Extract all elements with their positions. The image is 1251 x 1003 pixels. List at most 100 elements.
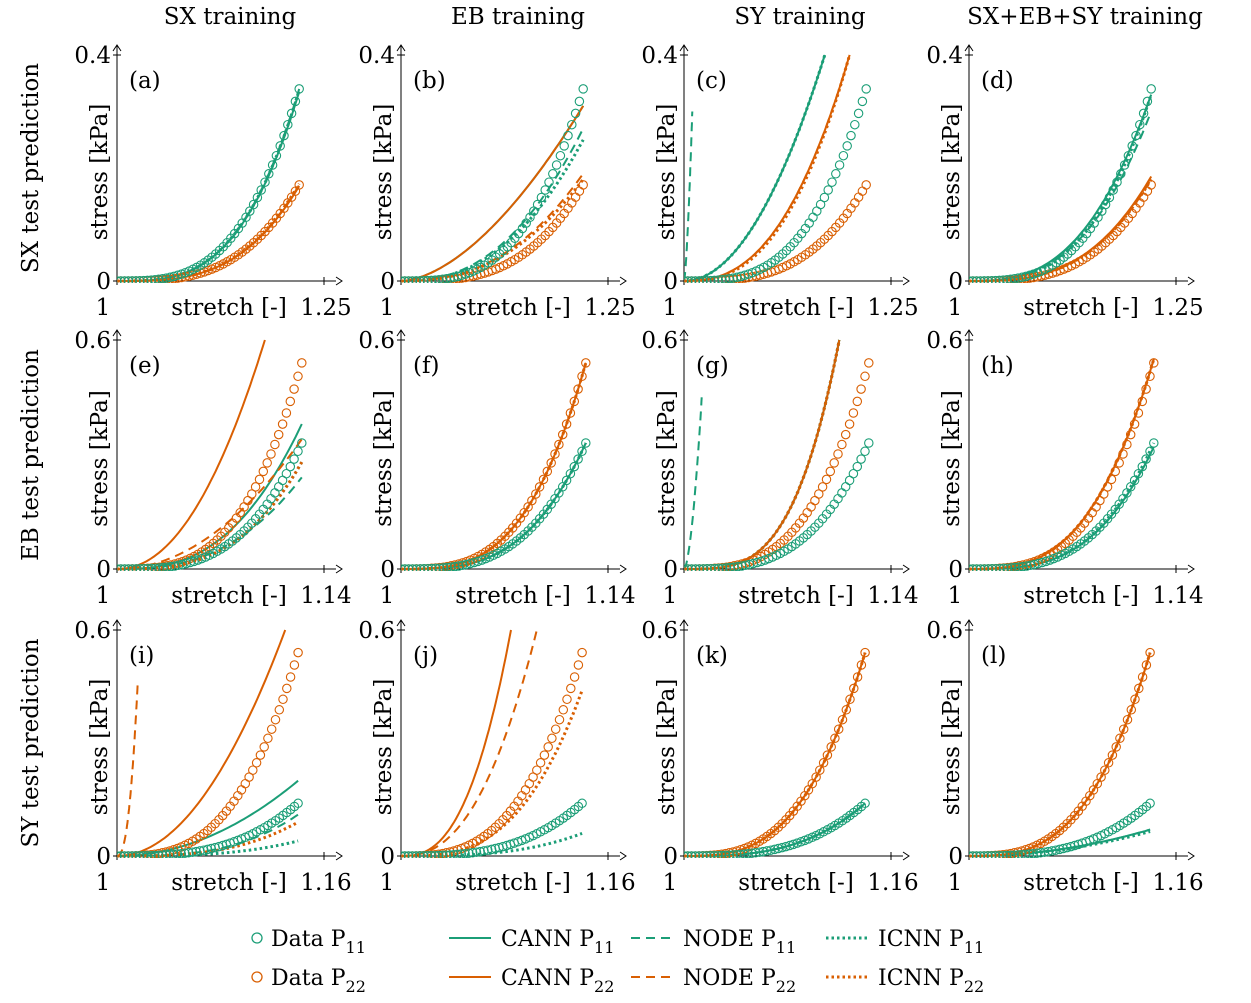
- y-axis-label: stress [kPa]: [371, 104, 397, 241]
- x-tick-label: 1.25: [584, 295, 635, 321]
- data-p11-point: [686, 564, 697, 571]
- data-p11-point: [139, 563, 149, 571]
- data-p11-point: [686, 276, 697, 283]
- data-p11-point: [1135, 119, 1145, 130]
- curves: [117, 629, 303, 858]
- data-p22-point: [297, 358, 307, 368]
- curves: [117, 339, 307, 571]
- data-p11-point: [969, 564, 978, 571]
- data-p11-point: [555, 150, 566, 161]
- data-p11-point: [690, 564, 701, 571]
- data-p11-point: [975, 564, 986, 571]
- data-p11-point: [853, 108, 864, 119]
- panel-letter: (i): [129, 643, 154, 669]
- data-p11-point: [426, 275, 437, 283]
- y-axis-label: stress [kPa]: [87, 104, 113, 241]
- x-axis-arrow: [619, 564, 627, 574]
- data-p22-point: [289, 660, 300, 670]
- data-p11-point: [1006, 563, 1017, 571]
- x-axis-label: stretch [-]: [455, 583, 571, 609]
- x-tick-label: 1: [663, 583, 678, 609]
- data-p11-point: [1116, 169, 1126, 179]
- data-p11-point: [401, 851, 406, 858]
- data-p11-point: [1032, 848, 1042, 858]
- panel-l: 0.6 01 1.16 stretch [-] stress [kPa] (l): [926, 618, 1203, 896]
- data-p11-point: [430, 563, 441, 571]
- x-tick-label: 1.25: [1152, 295, 1203, 321]
- data-p22-point: [534, 482, 545, 492]
- x-tick-label: 1.25: [867, 295, 918, 321]
- data-p22-point: [282, 683, 292, 694]
- data-p22-point: [250, 482, 261, 492]
- data-p11-point: [187, 847, 198, 857]
- data-p11-point: [975, 851, 986, 858]
- data-p11-point: [971, 851, 982, 858]
- data-p11-point: [684, 851, 693, 858]
- data-p22-point: [255, 750, 266, 760]
- data-p11-point: [551, 160, 562, 170]
- data-p11-point: [271, 150, 282, 161]
- data-p11-point: [143, 563, 153, 571]
- data-p11-point: [467, 847, 478, 858]
- y-axis-arrow: [396, 619, 406, 627]
- data-p22-point: [1133, 408, 1144, 418]
- x-axis-label: stretch [-]: [1023, 295, 1139, 321]
- data-p11-point: [1039, 847, 1050, 857]
- data-p11-point: [975, 276, 986, 283]
- x-tick-label: 1.14: [584, 583, 635, 609]
- x-axis-arrow: [335, 564, 343, 574]
- data-p11-point: [684, 276, 689, 283]
- data-p11-point: [117, 851, 126, 858]
- panel-letter: (k): [696, 643, 728, 669]
- data-p11-point: [146, 850, 156, 858]
- data-p11-point: [146, 563, 157, 571]
- x-axis-arrow: [902, 564, 910, 574]
- data-p11-point: [578, 84, 588, 94]
- data-p11-point: [471, 847, 482, 857]
- panel-letter: (j): [413, 643, 438, 669]
- panel-d: 0.4 01 1.25 stretch [-] stress [kPa] (d): [926, 43, 1203, 321]
- icnn-p22-line: [684, 54, 852, 283]
- data-p11-point: [1133, 468, 1144, 479]
- data-p11-point: [1137, 461, 1148, 472]
- data-p11-point: [979, 851, 989, 858]
- data-p11-point: [157, 850, 168, 858]
- data-p22-point: [550, 724, 561, 734]
- data-p11-point: [445, 850, 455, 858]
- data-p11-point: [286, 108, 297, 119]
- x-axis-label: stretch [-]: [738, 870, 854, 896]
- panel-g: 0.6 01 1.14 stretch [-] stress [kPa] (g): [641, 328, 918, 609]
- data-p11-point: [153, 274, 164, 283]
- data-p11-point: [1001, 850, 1012, 858]
- data-p22-point: [1114, 458, 1124, 468]
- data-p11-point: [438, 563, 449, 571]
- column-title: SY training: [734, 4, 866, 30]
- data-p11-point: [149, 850, 160, 858]
- data-p11-point: [195, 846, 205, 856]
- y-tick-label: 0.4: [358, 43, 395, 69]
- legend-label: Data P11: [271, 927, 366, 957]
- data-p11-point: [441, 273, 452, 283]
- data-p11-point: [969, 851, 978, 858]
- x-axis-arrow: [1187, 851, 1195, 861]
- data-p22-point: [254, 474, 265, 485]
- data-p11-point: [577, 798, 587, 809]
- panel-a: 0.4 01 1.25 stretch [-] stress [kPa] (a): [74, 43, 351, 321]
- legend-item: CANN P11: [449, 927, 614, 957]
- y-axis-arrow: [112, 619, 122, 627]
- data-p22-point: [565, 408, 576, 418]
- curves: [401, 84, 588, 283]
- data-p22-point: [578, 180, 588, 190]
- cann-p22-line: [401, 105, 585, 282]
- data-p22-point: [581, 358, 591, 368]
- data-p22-point: [285, 672, 296, 682]
- panel-letter: (f): [413, 353, 439, 379]
- data-p11-point: [297, 438, 307, 448]
- data-p11-point: [750, 847, 761, 858]
- data-p22-point: [251, 758, 262, 768]
- data-p11-point: [154, 563, 165, 571]
- x-axis-arrow: [619, 851, 627, 861]
- data-p11-point: [1108, 185, 1118, 195]
- x-axis-label: stretch [-]: [738, 295, 854, 321]
- data-p11-point: [762, 846, 772, 856]
